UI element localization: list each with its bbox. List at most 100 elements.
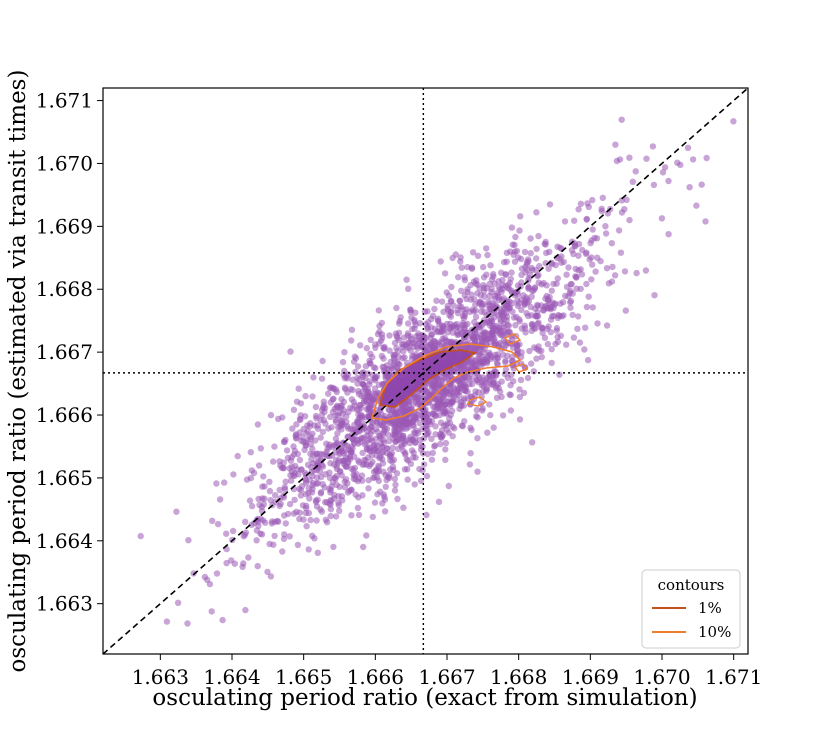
scatter-point <box>360 420 367 427</box>
scatter-point <box>405 320 412 327</box>
scatter-point <box>554 333 561 341</box>
scatter-point <box>589 304 596 311</box>
scatter-point <box>451 425 458 432</box>
scatter-point <box>441 270 449 277</box>
scatter-point <box>352 368 359 375</box>
scatter-point <box>431 305 438 313</box>
scatter-point <box>208 608 215 615</box>
scatter-point <box>293 421 300 428</box>
scatter-point <box>512 233 519 241</box>
scatter-point <box>310 374 317 381</box>
scatter-point <box>527 235 534 242</box>
scatter-point <box>703 154 710 162</box>
scatter-point <box>335 499 342 506</box>
scatter-point <box>400 334 408 341</box>
scatter-point <box>589 261 596 268</box>
scatter-point <box>499 282 506 289</box>
scatter-point <box>230 471 237 478</box>
scatter-point <box>341 484 349 491</box>
scatter-point <box>411 481 418 488</box>
scatter-point <box>369 390 377 397</box>
scatter-point <box>643 155 650 162</box>
scatter-point <box>470 296 478 303</box>
scatter-point <box>382 483 389 490</box>
scatter-point <box>437 419 445 426</box>
scatter-point <box>518 306 525 313</box>
scatter-point <box>276 502 283 510</box>
scatter-point <box>457 254 464 261</box>
scatter-point <box>442 456 449 463</box>
scatter-point <box>173 508 180 515</box>
scatter-point <box>319 357 326 365</box>
scatter-point <box>296 415 304 423</box>
scatter-point <box>491 313 498 321</box>
scatter-point <box>221 479 228 486</box>
scatter-point <box>588 276 595 283</box>
scatter-point <box>304 436 311 443</box>
scatter-point <box>383 476 390 484</box>
scatter-point <box>216 496 224 503</box>
scatter-point <box>395 418 402 425</box>
scatter-point <box>412 434 419 441</box>
scatter-point <box>213 570 221 577</box>
scatter-point <box>386 347 393 354</box>
scatter-point <box>508 224 516 231</box>
scatter-point <box>296 485 303 493</box>
scatter-point <box>430 409 438 416</box>
scatter-point <box>350 436 357 443</box>
legend: contours 1% 10% <box>641 569 741 649</box>
scatter-point <box>327 413 334 421</box>
scatter-point <box>314 463 321 471</box>
scatter-point <box>312 450 320 458</box>
x-axis-label: osculating period ratio (exact from simu… <box>152 685 697 711</box>
scatter-point <box>319 481 326 488</box>
scatter-point <box>293 398 301 405</box>
scatter-point <box>507 248 514 255</box>
scatter-point <box>296 456 304 464</box>
scatter-point <box>326 384 334 392</box>
scatter-point <box>363 445 370 452</box>
scatter-point <box>339 410 346 417</box>
scatter-point <box>466 335 473 342</box>
scatter-point <box>561 218 569 225</box>
scatter-point <box>446 415 453 422</box>
scatter-point <box>301 446 308 454</box>
scatter-point <box>328 424 335 431</box>
scatter-point <box>489 381 497 389</box>
contour-10pct-island-3 <box>503 333 522 345</box>
scatter-point <box>314 422 322 429</box>
scatter-point <box>254 562 261 570</box>
scatter-point <box>533 245 540 253</box>
scatter-point <box>518 279 525 286</box>
scatter-point <box>456 297 463 304</box>
scatter-point <box>242 518 249 525</box>
scatter-point <box>326 485 333 493</box>
scatter-point <box>456 388 463 396</box>
scatter-point <box>214 520 222 528</box>
scatter-point <box>592 268 599 275</box>
scatter-point <box>378 331 386 338</box>
scatter-point <box>539 329 546 337</box>
scatter-point <box>307 450 314 457</box>
scatter-point <box>323 448 330 456</box>
scatter-point <box>262 519 269 526</box>
scatter-point <box>594 320 601 327</box>
scatter-point <box>359 435 366 442</box>
scatter-point <box>348 337 355 344</box>
scatter-point <box>342 462 349 469</box>
scatter-point <box>439 377 446 384</box>
scatter-point <box>445 397 452 405</box>
scatter-point <box>416 420 423 427</box>
scatter-point <box>342 476 350 483</box>
scatter-point <box>355 457 362 464</box>
scatter-point <box>535 343 542 350</box>
scatter-point <box>507 275 514 283</box>
scatter-point <box>579 246 586 254</box>
scatter-point <box>411 413 418 420</box>
scatter-point <box>490 322 497 330</box>
scatter-point <box>437 258 444 265</box>
scatter-point <box>437 404 445 412</box>
scatter-point <box>428 456 436 463</box>
scatter-point <box>492 368 499 375</box>
scatter-point <box>371 396 378 403</box>
